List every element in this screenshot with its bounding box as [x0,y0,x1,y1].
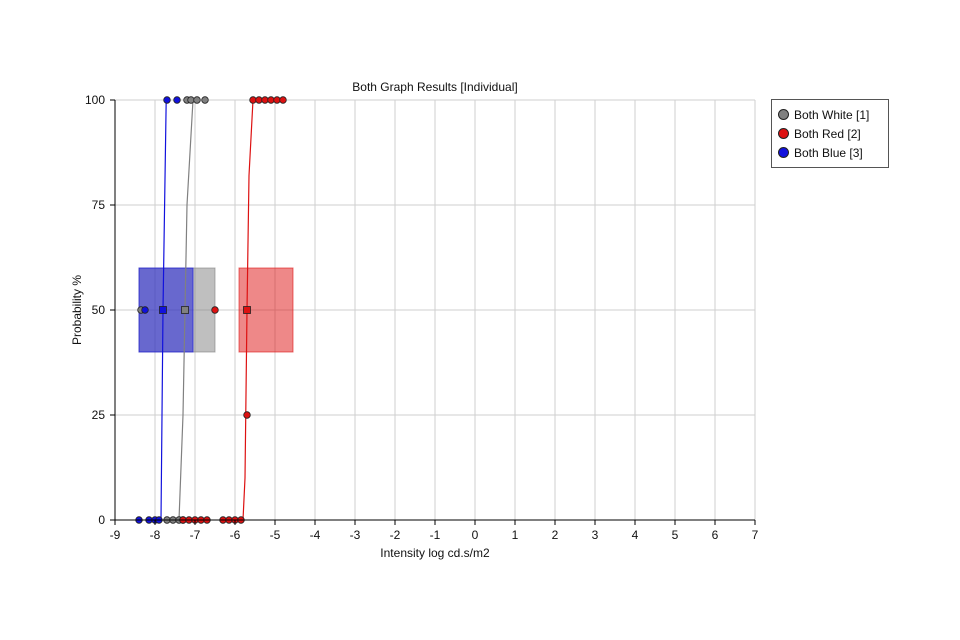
threshold-marker [141,306,149,314]
x-tick-label: -8 [150,528,161,542]
legend: Both White [1] Both Red [2] Both Blue [3] [771,99,889,168]
legend-label: Both White [1] [794,107,870,122]
y-tick-label: 100 [85,93,105,107]
x-tick-label: -2 [390,528,401,542]
x-tick-label: 2 [552,528,559,542]
y-tick-label: 75 [92,198,106,212]
y-tick-label: 0 [98,513,105,527]
y-tick-labels: 0 25 50 75 100 [85,93,115,527]
x-tick-label: -1 [430,528,441,542]
legend-swatch [778,109,789,120]
x-tick-label: -6 [230,528,241,542]
y-tick-label: 50 [92,303,106,317]
legend-label: Both Red [2] [794,126,861,141]
x-tick-label: 6 [712,528,719,542]
x-tick-label: -7 [190,528,201,542]
data-point [201,96,209,104]
x-tick-label: 0 [472,528,479,542]
x-tick-label: -4 [310,528,321,542]
legend-swatch [778,147,789,158]
legend-item: Both Blue [3] [778,143,888,162]
x-axis-label: Intensity log cd.s/m2 [380,546,490,560]
legend-label: Both Blue [3] [794,145,863,160]
x-tick-label: -9 [110,528,121,542]
y-axis-label: Probability % [70,275,84,345]
y-tick-label: 25 [92,408,106,422]
data-point [163,96,171,104]
x-tick-label: -5 [270,528,281,542]
x-tick-label: 1 [512,528,519,542]
chart-title: Both Graph Results [Individual] [352,80,517,94]
legend-item: Both Red [2] [778,124,888,143]
data-point [243,411,251,419]
legend-item: Both White [1] [778,105,888,124]
x-tick-label: -3 [350,528,361,542]
x-tick-label: 7 [752,528,759,542]
x-tick-label: 3 [592,528,599,542]
threshold-square [243,306,251,314]
data-point [279,96,287,104]
threshold-square [181,306,189,314]
grid [115,99,756,520]
x-tick-label: 4 [632,528,639,542]
threshold-square [159,306,167,314]
x-tick-labels: -9 -8 -7 -6 -5 -4 -3 -2 -1 0 1 2 3 4 5 6 7 [110,520,759,542]
data-point [193,96,201,104]
x-tick-label: 5 [672,528,679,542]
threshold-marker [211,306,219,314]
data-point [173,96,181,104]
legend-swatch [778,128,789,139]
